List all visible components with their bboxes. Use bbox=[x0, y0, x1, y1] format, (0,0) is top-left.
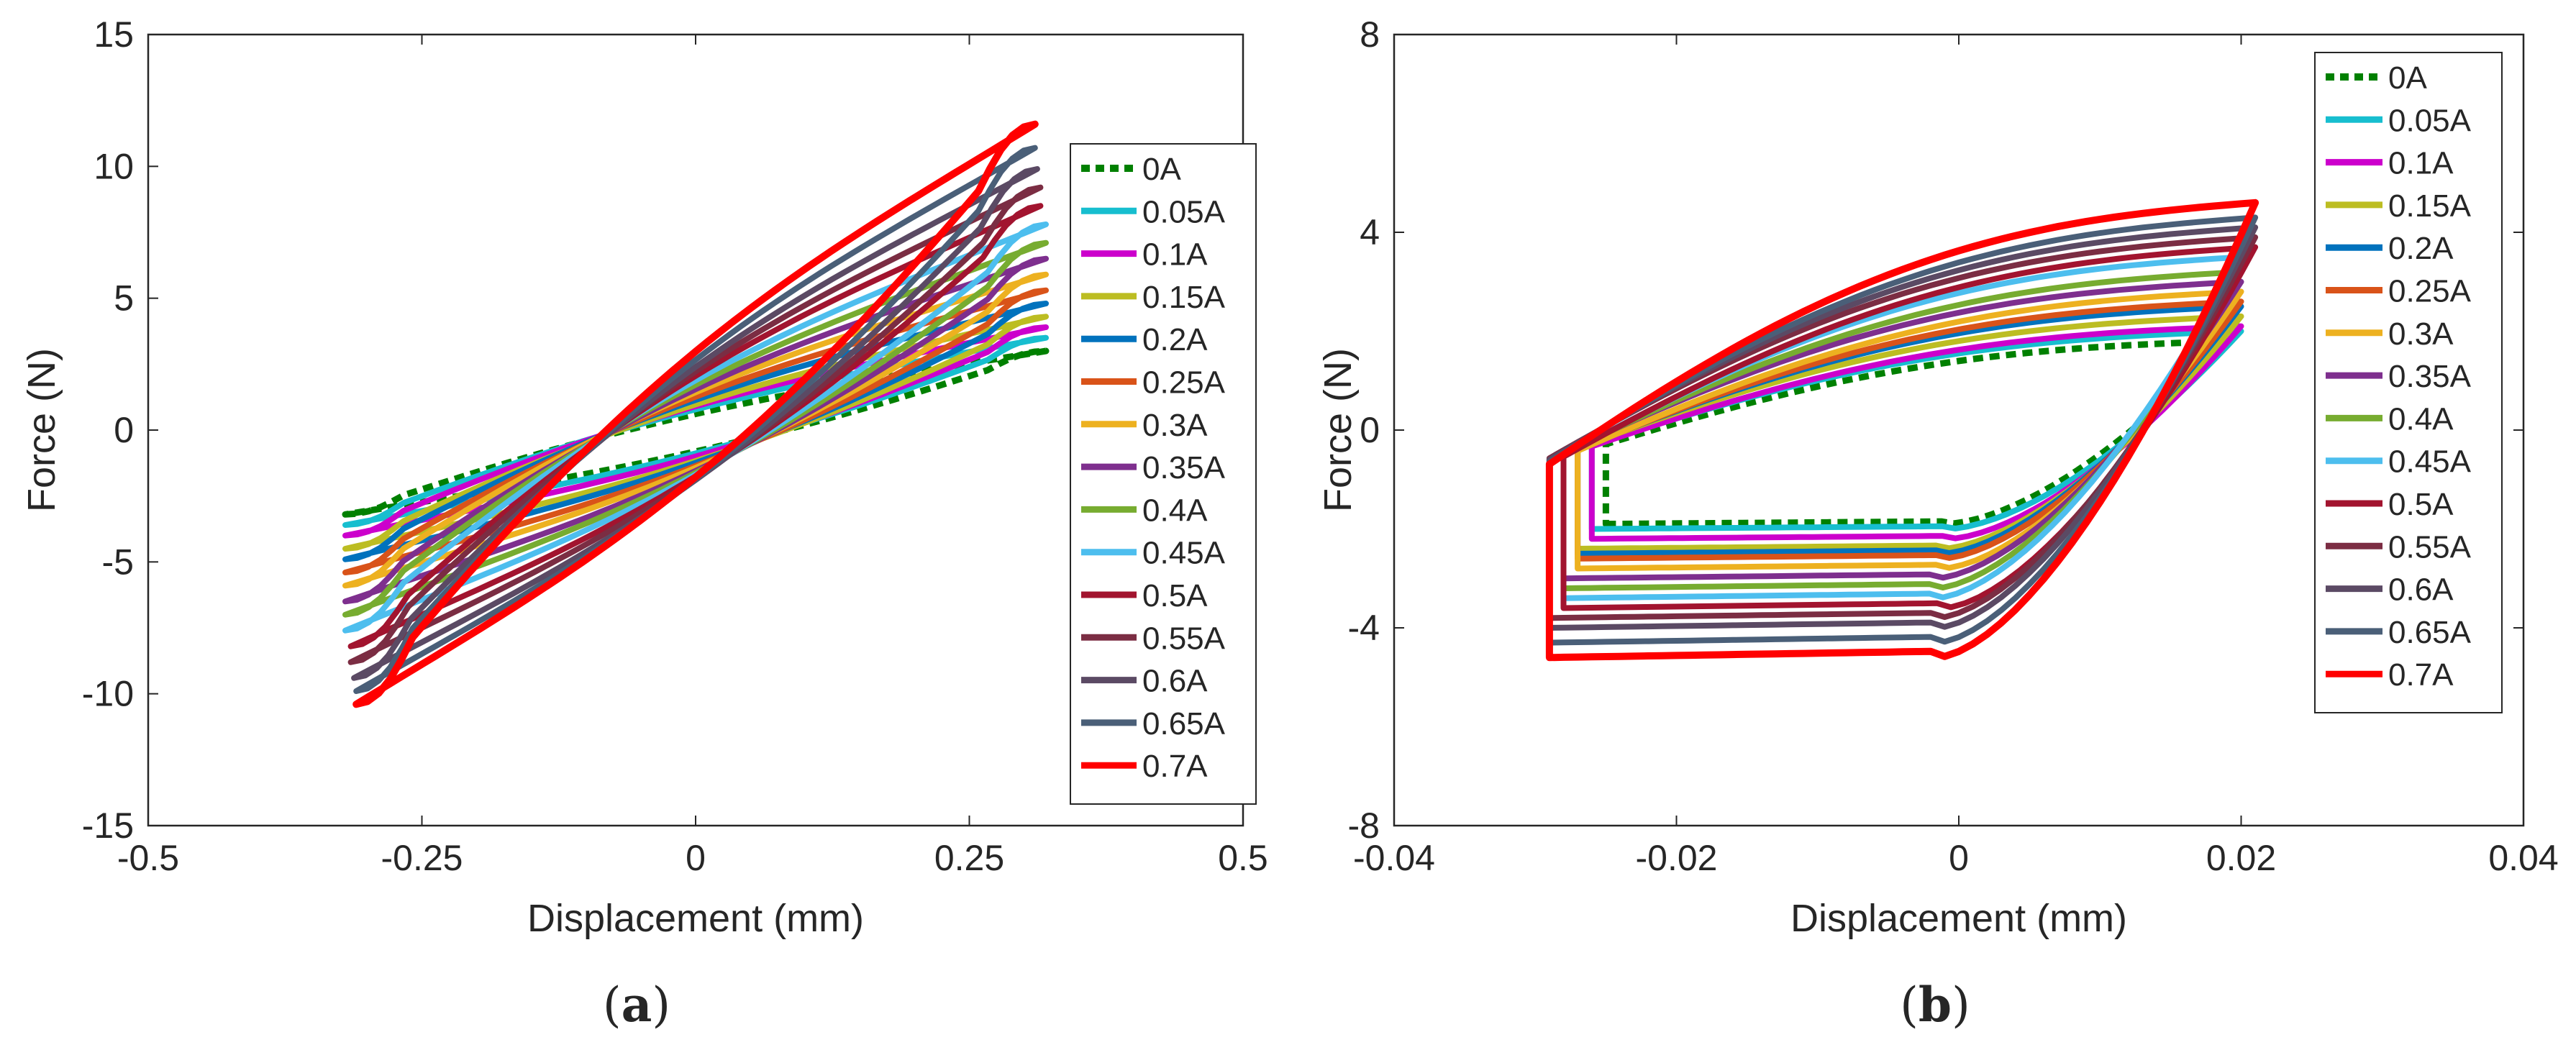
legend-label: 0.2A bbox=[1142, 322, 1208, 357]
y-axis-label-b: Force (N) bbox=[1316, 348, 1360, 512]
legend-label: 0.35A bbox=[2388, 359, 2472, 394]
legend-label: 0.1A bbox=[2388, 146, 2454, 181]
series-line-0A bbox=[342, 347, 1050, 518]
y-tick-label: -15 bbox=[82, 805, 134, 846]
legend-label: 0.25A bbox=[2388, 274, 2472, 309]
x-tick-label: -0.02 bbox=[1636, 838, 1718, 878]
y-ticks-a: -15 -10 -5 0 5 10 15 bbox=[82, 14, 1243, 846]
x-tick-label: 0.5 bbox=[1218, 838, 1268, 878]
panel-a: -0.5 -0.25 0 0.25 0.5 -15 -10 -5 0 5 10 15 Displac… bbox=[20, 14, 1268, 1033]
legend-label: 0.6A bbox=[1142, 664, 1208, 699]
legend-label: 0.65A bbox=[1142, 706, 1226, 741]
series-line-0-7A bbox=[352, 120, 1039, 708]
x-tick-label: 0.04 bbox=[2488, 838, 2558, 878]
y-tick-label: -5 bbox=[102, 542, 134, 582]
legend-label: 0.4A bbox=[2388, 401, 2454, 437]
legend-label: 0.55A bbox=[2388, 529, 2472, 565]
legend-b: 0A 0.05A 0.1A 0.15A 0.2A 0.25A 0.3A 0.35A 0.4A 0.… bbox=[2314, 52, 2503, 713]
caption-b: (b) bbox=[1900, 977, 1970, 1033]
panel-b: -0.04 -0.02 0 0.02 0.04 -8 -4 0 4 8 Displacement… bbox=[1316, 14, 2559, 1033]
caption-a: (a) bbox=[603, 977, 670, 1033]
legend-label: 0.3A bbox=[1142, 408, 1208, 443]
legend-label: 0.65A bbox=[2388, 615, 2472, 650]
legend-label: 0.6A bbox=[2388, 572, 2454, 608]
y-ticks-b: -8 -4 0 4 8 bbox=[1348, 14, 2523, 846]
legend-label: 0A bbox=[1142, 152, 1181, 187]
y-tick-label: 0 bbox=[114, 410, 134, 450]
x-tick-label: 0.02 bbox=[2206, 838, 2276, 878]
y-tick-label: 8 bbox=[1360, 14, 1380, 55]
x-axis-label-a: Displacement (mm) bbox=[527, 897, 864, 940]
x-axis-label-b: Displacement (mm) bbox=[1790, 897, 2127, 940]
legend-label: 0.45A bbox=[2388, 444, 2472, 480]
legend-label: 0.2A bbox=[2388, 231, 2454, 266]
legend-label: 0.55A bbox=[1142, 621, 1226, 656]
legend-label: 0.35A bbox=[1142, 450, 1226, 485]
legend-label: 0.15A bbox=[2388, 188, 2472, 224]
y-tick-label: 15 bbox=[94, 14, 134, 55]
legend-label: 0.1A bbox=[1142, 237, 1208, 273]
legend-label: 0.4A bbox=[1142, 493, 1208, 528]
y-tick-label: 4 bbox=[1360, 212, 1380, 252]
series-group-b bbox=[1545, 198, 2259, 662]
y-tick-label: 5 bbox=[114, 278, 134, 319]
plot-area-a bbox=[147, 33, 1244, 827]
x-ticks-a: -0.5 -0.25 0 0.25 0.5 bbox=[117, 35, 1268, 878]
legend-label: 0A bbox=[2388, 60, 2427, 96]
x-tick-label: -0.5 bbox=[117, 838, 179, 878]
legend-label: 0.5A bbox=[1142, 578, 1208, 613]
x-tick-label: 0.25 bbox=[934, 838, 1004, 878]
legend-a: 0A 0.05A 0.1A 0.15A 0.2A 0.25A 0.3A 0.35A 0.4A 0.… bbox=[1070, 143, 1257, 805]
x-tick-label: -0.04 bbox=[1353, 838, 1435, 878]
y-tick-label: -4 bbox=[1348, 608, 1380, 648]
y-tick-label: -10 bbox=[82, 674, 134, 714]
x-tick-label: 0 bbox=[686, 838, 706, 878]
legend-label: 0.5A bbox=[2388, 487, 2454, 522]
y-tick-label: 10 bbox=[94, 146, 134, 186]
x-ticks-b: -0.04 -0.02 0 0.02 0.04 bbox=[1353, 35, 2559, 878]
legend-label: 0.7A bbox=[1142, 749, 1208, 784]
legend-label: 0.7A bbox=[2388, 657, 2454, 693]
y-tick-label: -8 bbox=[1348, 805, 1380, 846]
x-tick-label: 0 bbox=[1949, 838, 1969, 878]
series-group-a bbox=[342, 120, 1050, 708]
y-axis-label-a: Force (N) bbox=[20, 348, 63, 512]
y-tick-label: 0 bbox=[1360, 410, 1380, 450]
x-tick-label: -0.25 bbox=[381, 838, 463, 878]
legend-label: 0.45A bbox=[1142, 536, 1226, 571]
legend-label: 0.05A bbox=[1142, 194, 1226, 229]
legend-label: 0.15A bbox=[1142, 280, 1226, 315]
legend-label: 0.05A bbox=[2388, 103, 2472, 138]
legend-label: 0.3A bbox=[2388, 316, 2454, 352]
series-line-0-7A bbox=[1545, 198, 2259, 662]
legend-label: 0.25A bbox=[1142, 365, 1226, 401]
